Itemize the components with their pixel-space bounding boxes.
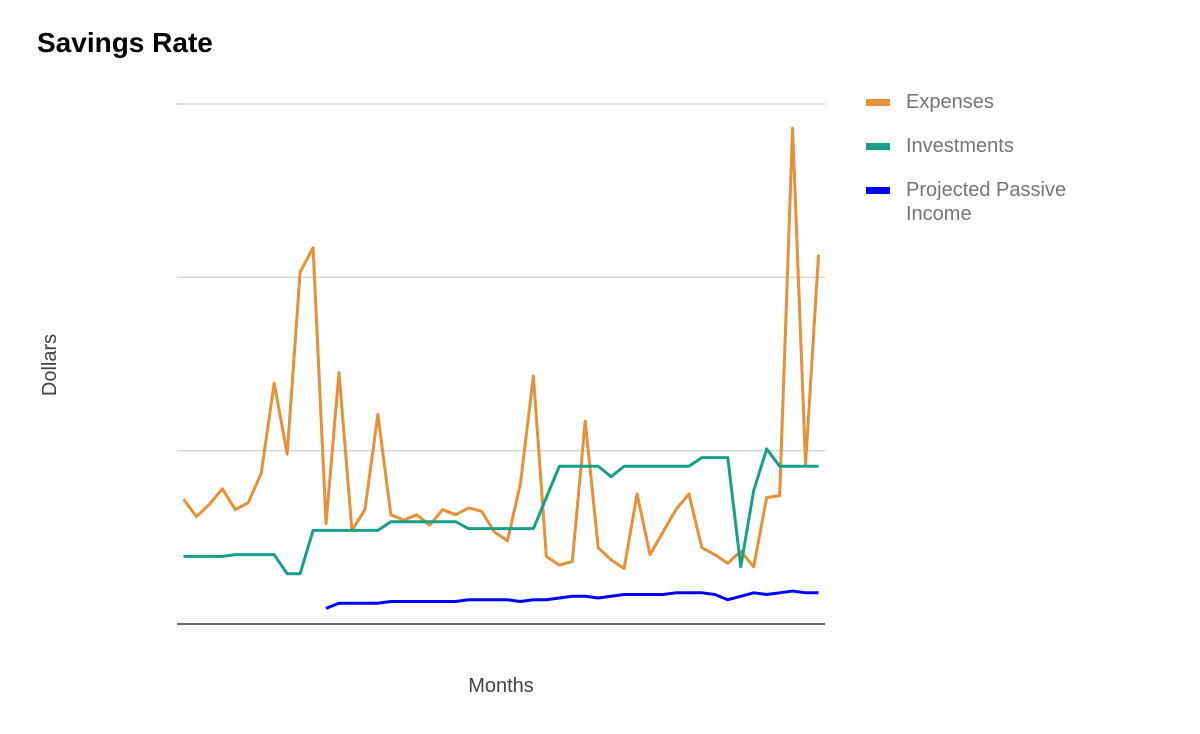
legend-label: Investments	[906, 135, 1014, 157]
legend: Expenses Investments Projected Passive Inc…	[866, 90, 1106, 246]
legend-label: Expenses	[906, 91, 994, 113]
series-line	[183, 447, 819, 576]
legend-swatch	[866, 143, 890, 150]
legend-swatch	[866, 187, 890, 194]
chart-title: Savings Rate	[37, 27, 213, 58]
legend-item: Investments	[866, 134, 1106, 158]
series-line	[182, 126, 821, 571]
legend-item: Projected Passive Income	[866, 178, 1106, 226]
legend-item: Expenses	[866, 90, 1106, 114]
y-axis-label: Dollars	[39, 334, 61, 396]
series-line	[325, 589, 819, 610]
x-axis-label: Months	[468, 675, 534, 697]
legend-label: Projected Passive Income	[906, 179, 1067, 225]
legend-swatch	[866, 99, 890, 106]
